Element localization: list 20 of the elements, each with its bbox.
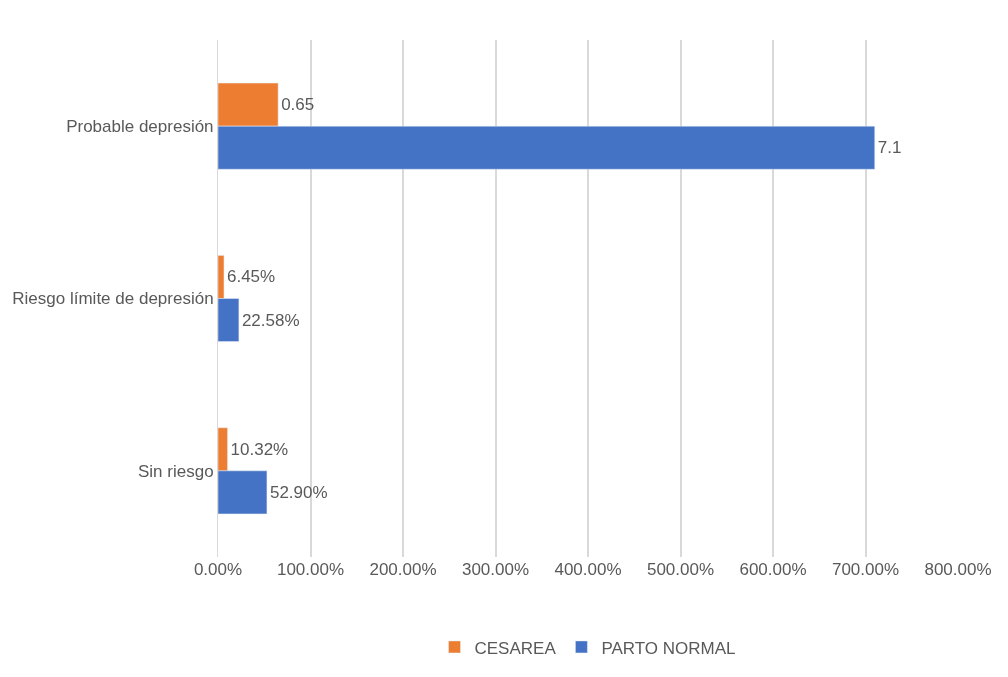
x-tick-label: 500.00% [646,560,715,579]
x-tick-label: 600.00% [739,560,807,579]
data-label: 0.65 [281,95,315,115]
data-label: 7.1 [877,138,902,158]
x-tick-label: 0.00% [193,560,243,579]
x-tick-label: 800.00% [924,560,992,579]
y-tick-label: Sin riesgo [137,461,214,481]
data-label: 22.58% [241,310,300,330]
x-tick-label: 300.00% [461,560,530,579]
data-label: 6.45% [226,267,276,287]
y-tick-label: Riesgo límite de depresión [12,289,214,309]
data-label: 10.32% [230,439,289,459]
data-label: 52.90% [269,482,328,502]
x-tick-label: 700.00% [831,560,900,579]
y-tick-label: Probable depresión [66,117,214,137]
x-tick-label: 200.00% [369,560,437,579]
legend-label: PARTO NORMAL [601,638,736,658]
x-tick-label: 400.00% [554,560,622,579]
x-tick-label: 100.00% [276,560,345,579]
legend-label: CESAREA [474,638,557,658]
